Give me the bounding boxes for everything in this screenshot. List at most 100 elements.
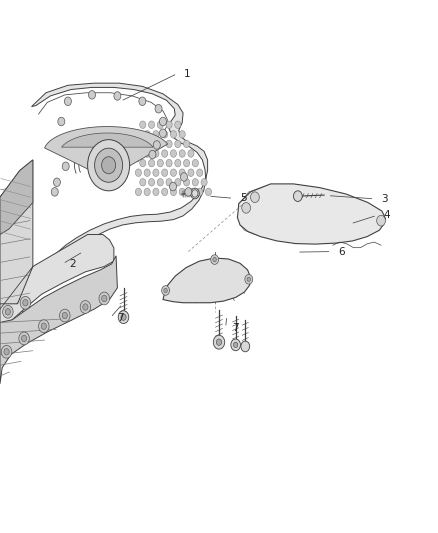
Circle shape xyxy=(162,150,168,157)
Circle shape xyxy=(5,309,11,315)
Circle shape xyxy=(188,188,194,196)
Circle shape xyxy=(166,121,172,128)
Circle shape xyxy=(148,140,155,148)
Circle shape xyxy=(21,335,27,342)
Circle shape xyxy=(166,159,172,167)
Circle shape xyxy=(162,188,168,196)
Circle shape xyxy=(139,97,146,106)
Circle shape xyxy=(211,255,219,264)
Circle shape xyxy=(88,140,130,191)
Circle shape xyxy=(159,117,166,126)
Circle shape xyxy=(245,274,253,284)
Circle shape xyxy=(162,286,170,295)
Circle shape xyxy=(192,179,198,186)
Circle shape xyxy=(39,320,49,333)
Circle shape xyxy=(170,169,177,176)
Circle shape xyxy=(153,141,160,149)
Circle shape xyxy=(175,140,181,148)
Polygon shape xyxy=(0,160,33,235)
Circle shape xyxy=(148,159,155,167)
Circle shape xyxy=(184,159,190,167)
Circle shape xyxy=(102,295,107,302)
Circle shape xyxy=(175,159,181,167)
Circle shape xyxy=(64,97,71,106)
Circle shape xyxy=(144,188,150,196)
Circle shape xyxy=(170,182,177,191)
Circle shape xyxy=(53,178,60,187)
Circle shape xyxy=(188,169,194,176)
Circle shape xyxy=(153,188,159,196)
Circle shape xyxy=(135,188,141,196)
Circle shape xyxy=(201,179,207,186)
Circle shape xyxy=(4,349,9,355)
Circle shape xyxy=(135,169,141,176)
Polygon shape xyxy=(0,160,33,309)
Circle shape xyxy=(118,311,129,324)
Circle shape xyxy=(95,148,123,182)
Circle shape xyxy=(148,121,155,128)
Circle shape xyxy=(121,314,126,320)
Text: 4: 4 xyxy=(384,211,390,220)
Circle shape xyxy=(192,159,198,167)
Circle shape xyxy=(192,190,198,197)
Circle shape xyxy=(193,191,197,196)
Circle shape xyxy=(233,342,238,348)
Circle shape xyxy=(179,131,185,138)
Circle shape xyxy=(58,117,65,126)
Circle shape xyxy=(162,131,168,138)
Circle shape xyxy=(19,332,29,345)
Circle shape xyxy=(114,92,121,100)
Circle shape xyxy=(157,179,163,186)
Polygon shape xyxy=(17,83,208,318)
Circle shape xyxy=(88,91,95,99)
Circle shape xyxy=(293,191,302,201)
Circle shape xyxy=(170,131,177,138)
Circle shape xyxy=(83,304,88,310)
Circle shape xyxy=(197,188,203,196)
Circle shape xyxy=(188,150,194,157)
Circle shape xyxy=(242,203,251,213)
Circle shape xyxy=(157,140,163,148)
Polygon shape xyxy=(0,235,114,325)
Circle shape xyxy=(166,140,172,148)
Circle shape xyxy=(62,312,67,319)
Circle shape xyxy=(175,179,181,186)
Circle shape xyxy=(164,288,167,293)
Circle shape xyxy=(179,169,185,176)
Circle shape xyxy=(140,140,146,148)
Circle shape xyxy=(180,173,187,181)
Circle shape xyxy=(197,169,203,176)
Circle shape xyxy=(149,150,156,159)
Circle shape xyxy=(80,301,91,313)
Circle shape xyxy=(191,188,199,199)
Circle shape xyxy=(62,162,69,171)
Circle shape xyxy=(179,188,185,196)
Circle shape xyxy=(135,131,141,138)
Circle shape xyxy=(184,140,190,148)
Circle shape xyxy=(170,188,177,196)
Circle shape xyxy=(162,169,168,176)
Circle shape xyxy=(144,150,150,157)
Text: 3: 3 xyxy=(381,194,388,204)
Circle shape xyxy=(251,192,259,203)
Circle shape xyxy=(99,292,110,305)
Polygon shape xyxy=(163,258,251,303)
Circle shape xyxy=(159,129,166,138)
Circle shape xyxy=(135,150,141,157)
Circle shape xyxy=(170,150,177,157)
Circle shape xyxy=(184,179,190,186)
Circle shape xyxy=(241,341,250,352)
Circle shape xyxy=(144,131,150,138)
Text: 6: 6 xyxy=(338,247,345,256)
Circle shape xyxy=(185,188,192,196)
Circle shape xyxy=(247,277,251,281)
Circle shape xyxy=(153,169,159,176)
Circle shape xyxy=(51,188,58,196)
Circle shape xyxy=(153,131,159,138)
Circle shape xyxy=(166,179,172,186)
Circle shape xyxy=(60,309,70,322)
Circle shape xyxy=(23,300,28,306)
Circle shape xyxy=(216,339,222,345)
Polygon shape xyxy=(0,256,117,384)
Text: 7: 7 xyxy=(117,313,124,322)
